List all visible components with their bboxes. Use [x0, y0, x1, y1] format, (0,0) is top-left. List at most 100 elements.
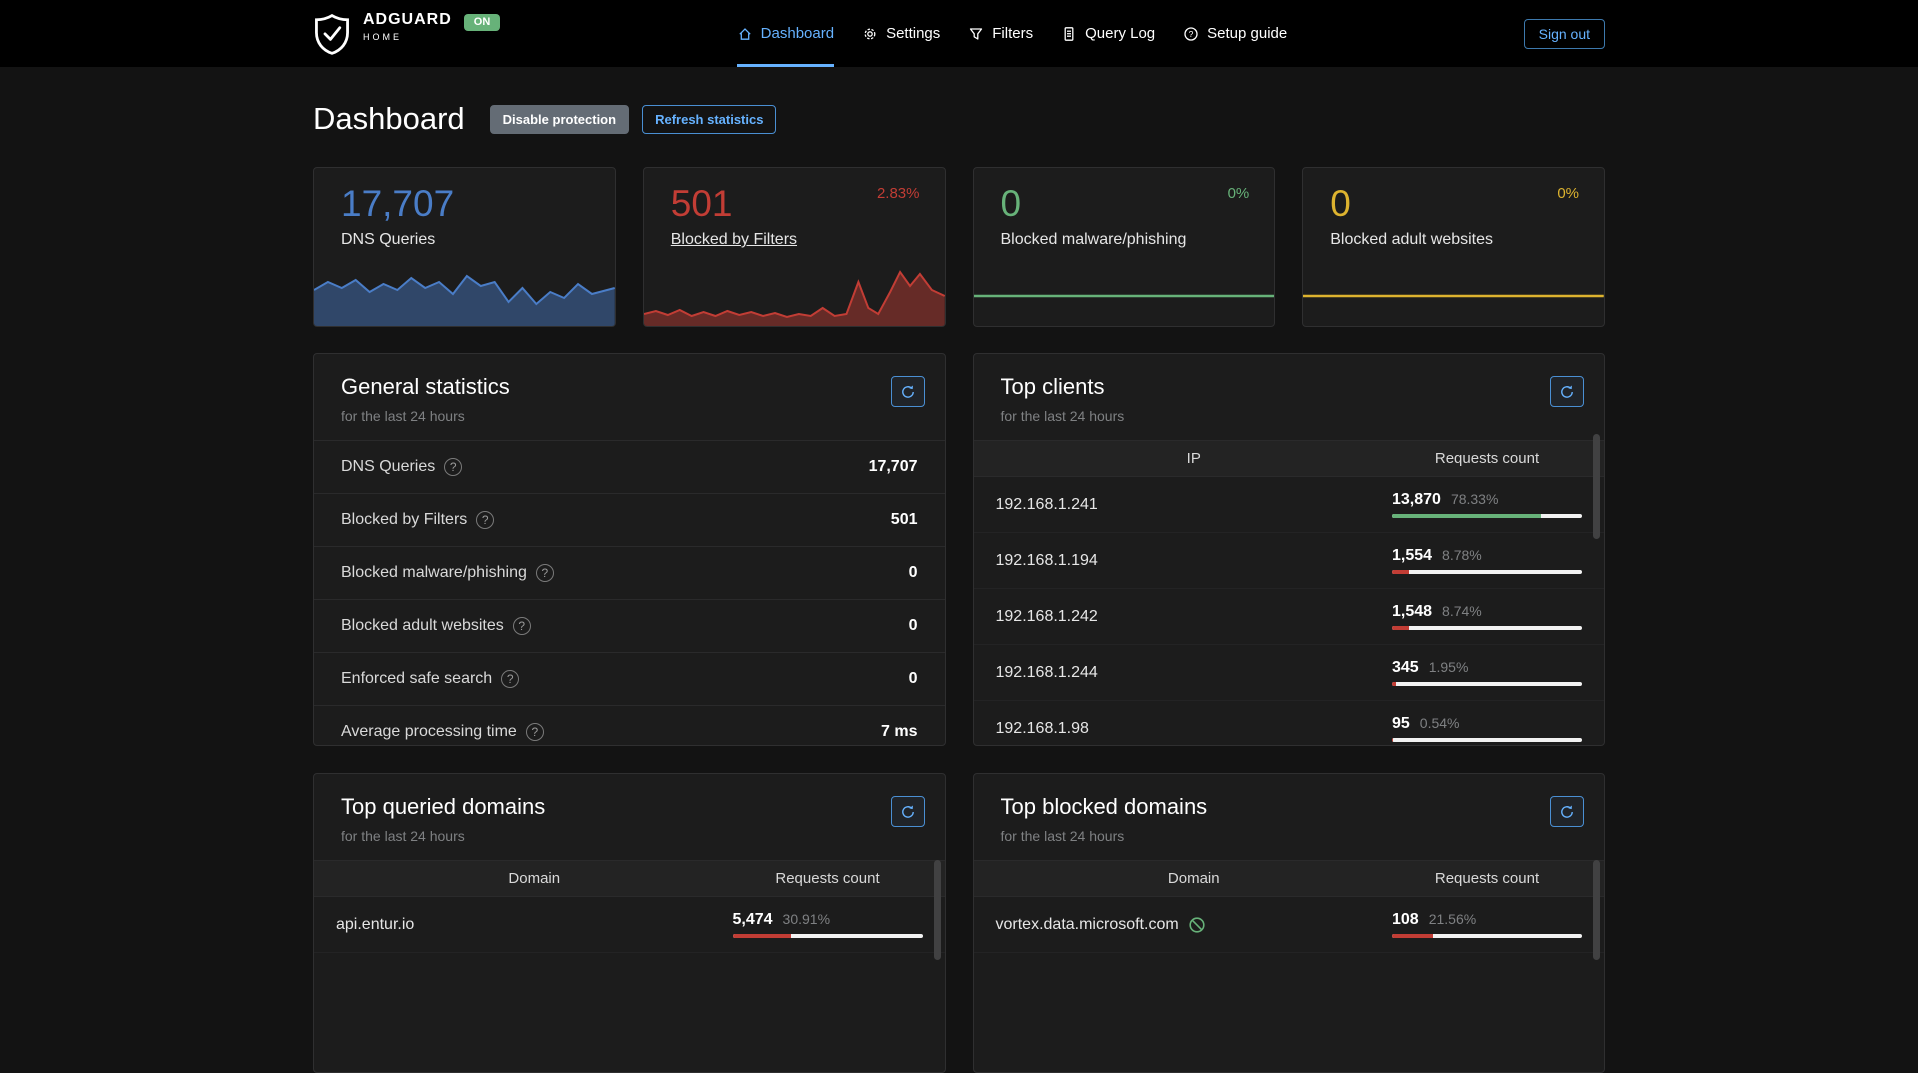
protection-status-badge: ON	[463, 13, 501, 31]
stat-cards-row: 17,707 DNS Queries 2.83% 501 Blocked by …	[313, 167, 1605, 327]
stat-value: 0	[908, 617, 918, 634]
blocked-percent: 2.83%	[876, 185, 920, 202]
progress-bar	[1392, 570, 1582, 574]
refresh-button[interactable]	[1550, 796, 1584, 827]
general-statistics-table: DNS Queries 17,707 Blocked by Filters 50…	[314, 440, 945, 745]
column-header-domain: Domain	[1167, 870, 1220, 887]
requests-count-cell: 95 0.54%	[1392, 715, 1582, 742]
stat-label: DNS Queries	[341, 458, 436, 475]
top-blocked-domains-table: Domain Requests count vortex.data.micros…	[973, 860, 1604, 953]
requests-count-cell: 13,870 78.33%	[1392, 491, 1582, 518]
client-row: 192.168.1.241 13,870 78.33%	[973, 477, 1604, 533]
panel-title: Top blocked domains	[1000, 794, 1208, 819]
stat-label: Blocked by Filters	[341, 511, 468, 528]
progress-bar	[732, 934, 923, 938]
dns-queries-value: 17,707	[341, 183, 455, 224]
client-ip: 192.168.1.241	[995, 495, 1098, 513]
panel-subtitle: for the last 24 hours	[341, 828, 465, 844]
progress-bar	[1392, 682, 1582, 686]
requests-count-cell: 5,474 30.91%	[732, 911, 923, 938]
help-icon[interactable]	[535, 564, 554, 582]
brand-name: ADGUARD	[363, 10, 452, 28]
requests-count-cell: 108 21.56%	[1392, 911, 1582, 938]
requests-count-cell: 345 1.95%	[1392, 659, 1582, 686]
blocked-adult-sparkline	[1303, 294, 1604, 298]
blocked-by-filters-link[interactable]: Blocked by Filters	[670, 231, 798, 248]
table-header: IP Requests count	[973, 440, 1604, 477]
refresh-icon	[1561, 805, 1573, 818]
help-icon[interactable]	[512, 617, 531, 635]
table-row: Blocked by Filters 501	[314, 493, 945, 546]
panel-subtitle: for the last 24 hours	[1000, 828, 1125, 844]
panel-subtitle: for the last 24 hours	[1000, 408, 1125, 424]
top-queried-domains-table: Domain Requests count api.entur.io 5,474…	[314, 860, 945, 953]
table-row: Blocked adult websites 0	[314, 599, 945, 652]
panel-title: Top queried domains	[341, 794, 546, 819]
domain-row: vortex.data.microsoft.com 108 21.56%	[973, 897, 1604, 953]
scrollbar-thumb[interactable]	[1593, 860, 1600, 960]
gear-icon	[864, 28, 876, 39]
stat-value: 17,707	[868, 458, 918, 475]
help-icon[interactable]	[444, 458, 463, 476]
table-row: DNS Queries 17,707	[314, 440, 945, 493]
malware-percent: 0%	[1227, 185, 1250, 202]
dns-queries-label: DNS Queries	[341, 231, 436, 248]
refresh-icon	[1561, 385, 1573, 398]
column-header-requests: Requests count	[1434, 870, 1540, 887]
adult-percent: 0%	[1557, 185, 1579, 202]
stat-label: Average processing time	[341, 723, 517, 740]
nav-dashboard[interactable]: Dashboard	[736, 0, 835, 67]
help-icon[interactable]	[501, 670, 520, 688]
scrollbar-thumb[interactable]	[1593, 434, 1600, 539]
stat-label: Blocked malware/phishing	[341, 564, 527, 581]
help-icon[interactable]	[476, 511, 495, 529]
nav-label: Setup guide	[1207, 25, 1288, 42]
blocked-malware-value: 0	[1000, 183, 1022, 224]
refresh-button[interactable]	[890, 796, 925, 827]
nav-setup-guide[interactable]: ? Setup guide	[1183, 0, 1287, 67]
top-navbar: ADGUARD HOME ON Dashboard Settings	[0, 0, 1918, 67]
progress-bar	[1392, 934, 1582, 938]
nav-query-log[interactable]: Query Log	[1061, 0, 1155, 67]
stat-value: 7 ms	[881, 723, 918, 740]
stat-label: Enforced safe search	[341, 670, 493, 687]
top-queried-domains-panel: Top queried domains for the last 24 hour…	[313, 773, 946, 1073]
panel-title: General statistics	[341, 374, 510, 399]
blocked-adult-card: 0% 0 Blocked adult websites	[1302, 167, 1605, 327]
nav-settings[interactable]: Settings	[862, 0, 940, 67]
progress-bar	[1392, 738, 1582, 742]
client-ip: 192.168.1.98	[995, 719, 1089, 737]
column-header-requests: Requests count	[775, 870, 880, 887]
table-header: Domain Requests count	[973, 860, 1604, 897]
domain-name: vortex.data.microsoft.com	[996, 916, 1393, 934]
refresh-button[interactable]	[890, 376, 925, 407]
refresh-button[interactable]	[1550, 376, 1584, 407]
top-blocked-domains-panel: Top blocked domains for the last 24 hour…	[972, 773, 1605, 1073]
disable-protection-button[interactable]: Disable protection	[489, 104, 630, 134]
table-row: Blocked malware/phishing 0	[314, 546, 945, 599]
requests-count-cell: 1,548 8.74%	[1392, 603, 1582, 630]
blocked-malware-card: 0% 0 Blocked malware/phishing	[972, 167, 1276, 327]
progress-bar	[1392, 514, 1582, 518]
client-ip: 192.168.1.194	[995, 551, 1098, 569]
client-ip: 192.168.1.242	[995, 607, 1098, 625]
table-row: Enforced safe search 0	[314, 652, 945, 705]
dashboard-icon	[739, 27, 751, 40]
adguard-home-logo[interactable]: ADGUARD HOME ON	[313, 10, 501, 56]
blocked-malware-label: Blocked malware/phishing	[1000, 231, 1187, 248]
nav-filters[interactable]: Filters	[968, 0, 1033, 67]
refresh-statistics-button[interactable]: Refresh statistics	[642, 104, 777, 134]
help-icon[interactable]	[525, 723, 544, 741]
table-header: Domain Requests count	[314, 860, 945, 897]
question-circle-icon: ?	[1184, 26, 1198, 41]
column-header-ip: IP	[1186, 450, 1201, 467]
sign-out-button[interactable]: Sign out	[1523, 18, 1605, 49]
stat-value: 0	[908, 670, 918, 687]
blocked-tracker-icon[interactable]	[1188, 916, 1206, 934]
client-row: 192.168.1.194 1,554 8.78%	[973, 533, 1604, 589]
client-row: 192.168.1.242 1,548 8.74%	[973, 589, 1604, 645]
column-header-domain: Domain	[508, 870, 561, 887]
stat-value: 0	[908, 564, 918, 581]
blocked-by-filters-value: 501	[670, 183, 733, 224]
scrollbar-thumb[interactable]	[933, 860, 941, 960]
